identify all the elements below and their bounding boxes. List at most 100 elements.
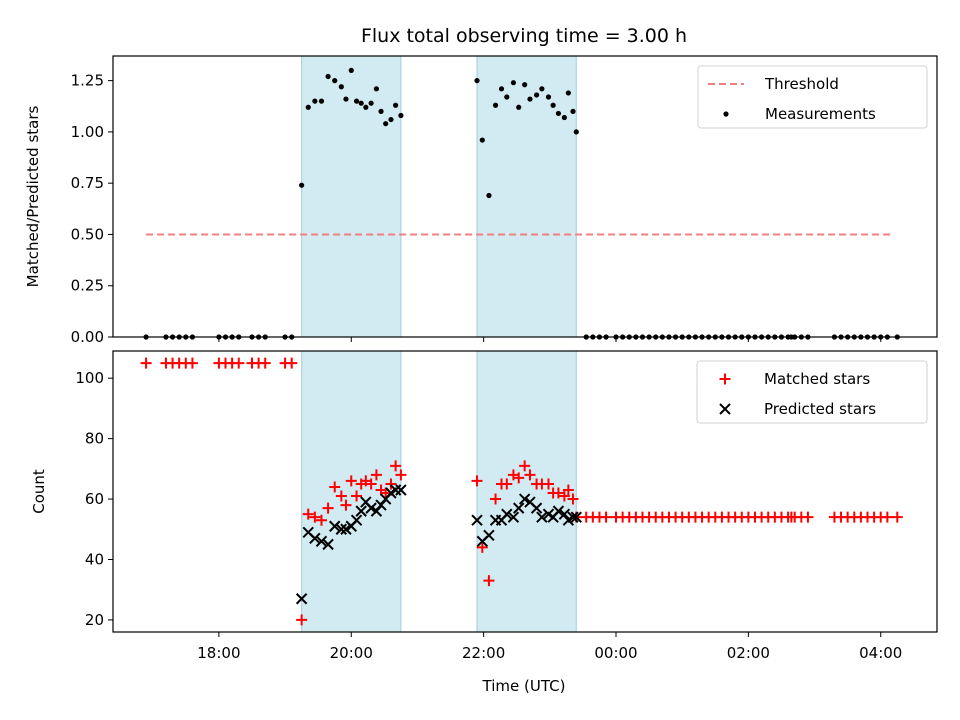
data-point — [299, 182, 305, 188]
y-tick-label: 60 — [85, 490, 104, 508]
data-point — [507, 511, 520, 523]
data-point — [395, 469, 407, 481]
data-point — [393, 102, 399, 108]
data-point — [498, 86, 505, 92]
data-point — [233, 357, 245, 369]
data-point — [558, 490, 570, 502]
data-point — [309, 511, 321, 523]
data-point — [891, 511, 903, 523]
y-tick-label: 0.50 — [71, 225, 104, 243]
data-point — [570, 511, 583, 523]
legend-box — [697, 65, 928, 129]
data-point — [555, 110, 562, 117]
axes-frame — [112, 55, 938, 338]
y-tick-label: 0.25 — [71, 277, 104, 295]
data-point — [335, 490, 347, 502]
data-point — [492, 102, 499, 108]
data-point — [340, 499, 352, 511]
data-point — [353, 98, 360, 104]
x-tick-label: 22:00 — [462, 644, 505, 662]
data-point — [552, 505, 565, 517]
observing-window-band — [476, 55, 577, 338]
data-point — [519, 460, 531, 472]
data-point — [318, 98, 325, 104]
data-point — [501, 478, 513, 490]
data-point — [312, 98, 318, 104]
y-tick-label: 40 — [85, 550, 104, 568]
x-tick-label: 20:00 — [330, 644, 373, 662]
observing-window-band — [301, 55, 402, 338]
data-point — [550, 102, 556, 108]
data-point — [474, 78, 480, 84]
data-point — [383, 121, 389, 127]
x-tick-label: 02:00 — [727, 644, 770, 662]
data-point — [558, 508, 571, 520]
legend-entry-label: Measurements — [765, 105, 876, 123]
data-point — [355, 505, 367, 517]
data-point — [351, 490, 363, 502]
data-point — [365, 502, 377, 514]
legend-marker-swatch — [723, 111, 729, 117]
data-point — [385, 478, 397, 490]
data-point — [350, 514, 363, 526]
data-point — [329, 481, 341, 493]
data-point — [140, 357, 152, 369]
data-point — [501, 508, 513, 520]
axes-frame — [112, 350, 938, 633]
data-point — [881, 511, 893, 523]
data-point — [365, 478, 377, 490]
data-point — [388, 116, 394, 123]
data-point — [315, 514, 327, 526]
data-point — [340, 523, 352, 535]
legend-entry-label: Predicted stars — [764, 400, 876, 418]
y-tick-label: 1.25 — [71, 72, 104, 90]
data-point — [552, 487, 564, 499]
data-point — [335, 523, 348, 535]
legend-marker-swatch — [719, 403, 731, 415]
data-point — [363, 104, 369, 110]
data-point — [542, 478, 554, 490]
data-point — [567, 511, 579, 523]
data-point — [286, 357, 298, 369]
x-tick-label: 00:00 — [594, 644, 637, 662]
data-point — [309, 532, 321, 545]
data-point — [479, 137, 485, 143]
data-point — [600, 511, 612, 523]
ratio-panel: 0.00 0.25 0.50 0.75 1.00 1.25 Matched/Predicte… — [24, 55, 938, 346]
y-tick-label: 0.75 — [71, 174, 104, 192]
data-point — [343, 96, 349, 102]
y-tick-label: 1.00 — [71, 123, 104, 141]
data-point — [332, 78, 338, 84]
data-point — [315, 535, 328, 548]
data-point — [345, 475, 357, 487]
legend-marker-swatch — [719, 373, 731, 385]
data-point — [476, 541, 488, 553]
data-point — [259, 357, 271, 369]
data-point — [348, 67, 354, 73]
data-point — [802, 511, 814, 523]
data-point — [186, 357, 198, 369]
data-point — [545, 94, 552, 100]
data-point — [527, 96, 533, 102]
y-tick-label: 20 — [85, 611, 104, 629]
data-point — [322, 502, 334, 514]
data-point — [483, 575, 495, 587]
data-point — [516, 104, 522, 110]
legend: Threshold Measurements — [697, 65, 928, 129]
data-point — [530, 502, 543, 514]
data-point — [522, 82, 528, 88]
series-predicted-stars — [295, 484, 583, 605]
x-axis-label: Time (UTC) — [482, 677, 566, 695]
data-point — [305, 104, 311, 110]
data-point — [398, 112, 404, 119]
data-point — [562, 484, 574, 496]
y-tick-label: 100 — [75, 369, 104, 387]
x-tick-label: 04:00 — [859, 644, 902, 662]
data-point — [395, 484, 407, 496]
data-point — [513, 502, 525, 514]
data-point — [490, 493, 502, 505]
legend-box — [696, 360, 928, 424]
data-point — [570, 108, 576, 114]
data-point — [295, 593, 308, 605]
